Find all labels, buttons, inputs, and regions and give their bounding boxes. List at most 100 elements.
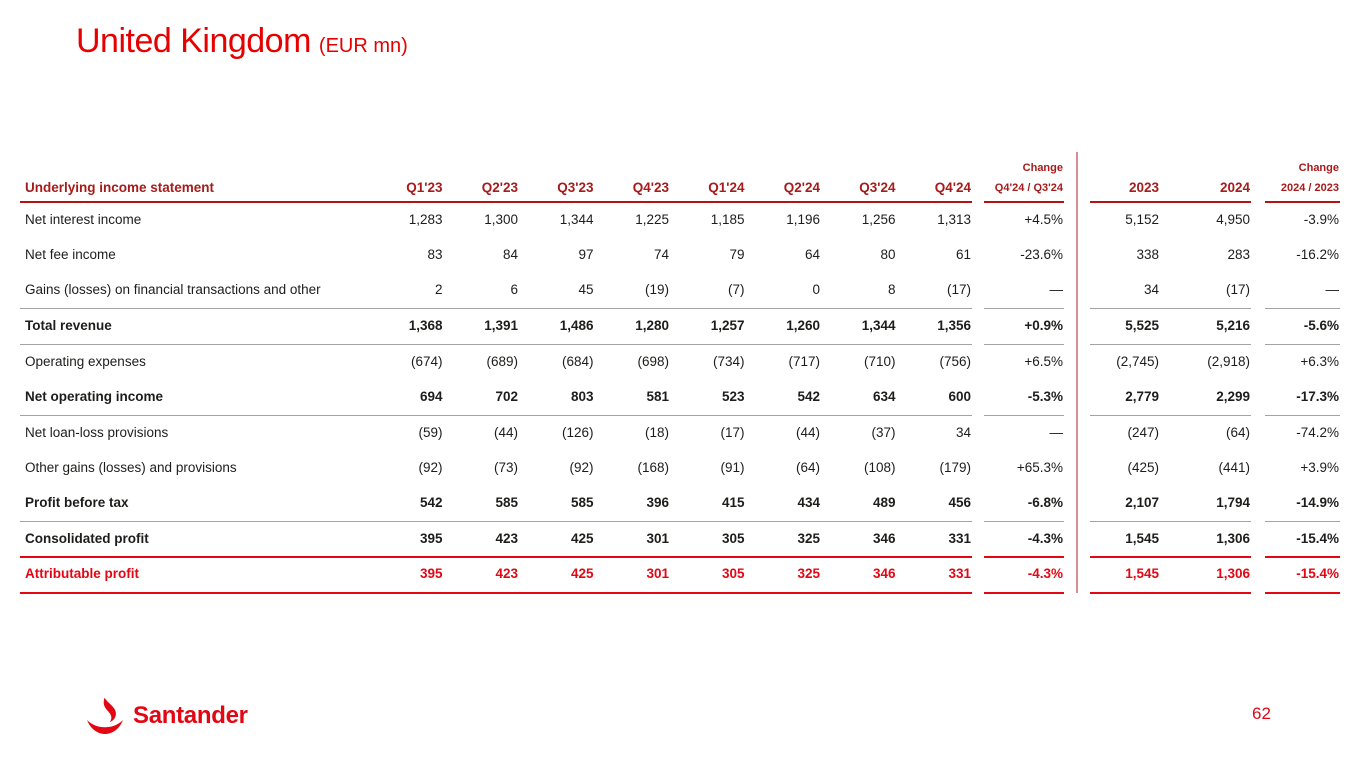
quarter-value: 585 [443,486,519,522]
income-statement-table: Change Change Underlying income statemen… [20,152,1340,594]
table-row: Operating expenses (674) (689) (684) (698) (7… [20,344,1340,380]
change-qoq-value: — [984,273,1064,309]
year-value: 1,306 [1160,521,1251,558]
column-gap [972,451,984,487]
header-statement-label: Underlying income statement [20,176,368,203]
santander-logo: Santander [84,697,248,735]
column-gap [972,522,984,558]
quarter-value: 331 [896,521,972,558]
quarter-value: 64 [804,246,820,262]
quarter-value: (44) [493,424,518,440]
quarter-value: 83 [427,246,443,262]
page-title: United Kingdom (EUR mn) [76,22,408,61]
quarter-value: (91) [720,459,745,475]
header-quarter: Q2'23 [443,176,519,203]
quarter-value: 1,313 [937,211,971,227]
quarter-value: 61 [955,246,971,262]
quarter-value: 325 [745,557,821,594]
change-qoq-value: -6.8% [984,486,1064,522]
year-value: (2,745) [1116,353,1159,369]
change-yoy-value: -15.4% [1265,557,1340,594]
section-divider-line [1064,486,1090,522]
quarter-value: 80 [880,246,896,262]
row-label: Attributable profit [20,557,368,594]
santander-logo-text: Santander [133,702,248,729]
quarter-value: (64) [795,459,820,475]
column-gap [972,557,984,593]
year-value: 2,779 [1090,379,1160,416]
quarter-value: 84 [502,246,518,262]
column-gap [972,273,984,309]
quarter-value: 1,225 [635,211,669,227]
quarter-value: 325 [745,521,821,558]
header-quarter: Q1'24 [670,176,746,203]
row-label: Net operating income [20,379,368,416]
quarter-value: (698) [637,353,669,369]
quarter-value: 1,344 [821,308,897,345]
header-change-yoy-sub: 2024 / 2023 [1265,176,1340,203]
quarter-value: 305 [670,521,746,558]
year-value: 1,306 [1160,557,1251,594]
change-yoy-value: — [1265,273,1340,309]
quarter-value: (108) [863,459,896,475]
quarter-value: (710) [863,353,896,369]
quarter-value: (684) [561,353,594,369]
page-title-unit: (EUR mn) [318,35,408,57]
column-gap [972,344,984,380]
header-quarter: Q4'24 [896,176,972,203]
quarter-value: (179) [939,459,971,475]
table-header-change-row: Change Change [20,152,1340,176]
quarter-value: (44) [795,424,820,440]
row-label: Total revenue [20,308,368,345]
column-gap [1251,344,1265,380]
quarter-value: 456 [896,486,972,522]
year-value: 283 [1227,246,1250,262]
header-change-yoy-title: Change [1298,161,1339,174]
quarter-value: 331 [896,557,972,594]
header-change-qoq-title: Change [1022,161,1063,174]
quarter-value: 346 [821,557,897,594]
change-qoq-value: -4.3% [984,557,1064,594]
header-year: 2023 [1090,176,1160,203]
quarter-value: 581 [594,379,670,416]
quarter-value: 542 [368,486,444,522]
change-qoq-value: -23.6% [1020,246,1063,262]
quarter-value: 395 [368,557,444,594]
quarter-value: 1,344 [559,211,594,227]
table-row: Net fee income 83 84 97 74 79 64 80 61 -23.6% 338 2… [20,237,1340,273]
header-change-qoq-sub: Q4'24 / Q3'24 [984,176,1064,203]
quarter-value: (59) [418,424,443,440]
quarter-value: 423 [443,557,519,594]
section-divider-line [1064,273,1090,309]
quarter-value: 423 [443,521,519,558]
quarter-value: 425 [519,557,595,594]
section-divider-line [1064,237,1090,273]
quarter-value: 6 [443,273,519,309]
year-value: 34 [1090,273,1160,309]
quarter-value: 395 [368,521,444,558]
table-row: Total revenue 1,368 1,391 1,486 1,280 1,257 1,… [20,308,1340,345]
change-qoq-value: -4.3% [984,521,1064,558]
section-divider-line [1064,202,1090,238]
quarter-value: 415 [670,486,746,522]
change-qoq-value: — [1049,424,1064,440]
year-value: 5,152 [1125,211,1159,227]
header-quarter: Q2'24 [745,176,821,203]
change-yoy-value: +3.9% [1300,459,1339,475]
column-gap [1251,273,1265,309]
quarter-value: 346 [821,521,897,558]
quarter-value: 45 [519,273,595,309]
quarter-value: 694 [368,379,444,416]
change-qoq-value: +65.3% [1016,459,1063,475]
quarter-value: (17) [896,273,972,309]
row-label: Net interest income [25,211,142,227]
change-qoq-value: +6.5% [1024,353,1063,369]
header-year: 2024 [1160,176,1251,203]
quarter-value: 2 [368,273,444,309]
quarter-value: (717) [788,353,820,369]
column-gap [972,309,984,345]
quarter-value: 1,256 [861,211,896,227]
section-divider-line [1064,557,1090,593]
section-divider-line [1064,176,1090,202]
santander-flame-icon [87,697,123,734]
